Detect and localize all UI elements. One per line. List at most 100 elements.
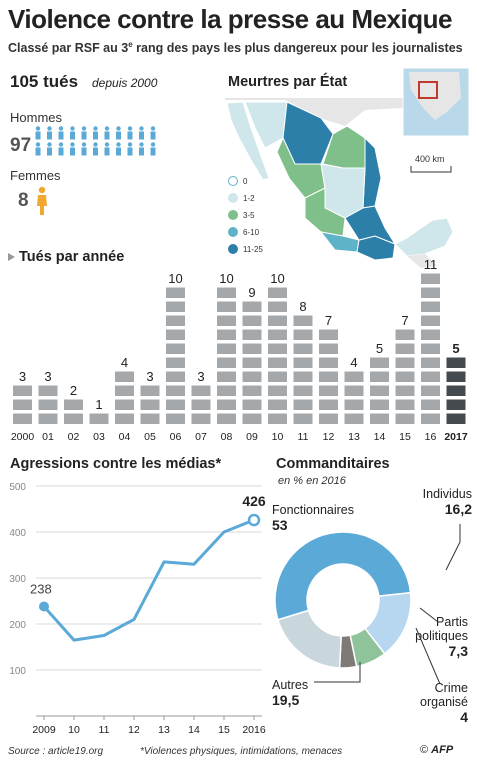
legend-label: 6-10 <box>243 227 260 237</box>
bar-value-label: 1 <box>95 397 102 412</box>
bar-value-label: 5 <box>452 341 459 356</box>
x-tick-label: 11 <box>99 724 110 736</box>
man-icon <box>93 126 98 140</box>
woman-icon <box>37 186 47 215</box>
donut-title: Commanditaires <box>276 456 390 472</box>
bar <box>64 399 83 424</box>
legend-swatch <box>228 193 238 203</box>
men-label: Hommes <box>10 110 63 125</box>
donut-slice <box>277 609 342 669</box>
bar <box>89 413 109 424</box>
bar-category-label: 09 <box>246 431 258 443</box>
man-icon <box>104 142 110 156</box>
bar-category-label: 2017 <box>444 431 468 443</box>
x-tick-label: 2009 <box>32 724 56 736</box>
donut-slice-label: Individus <box>423 487 472 501</box>
x-tick-label: 14 <box>188 724 200 736</box>
map-legend-item: 11-25 <box>228 244 263 254</box>
man-icon <box>47 126 52 140</box>
man-icon <box>81 126 87 140</box>
legend-swatch <box>228 210 238 220</box>
map-scale-label: 400 km <box>415 154 445 164</box>
line-chart-title: Agressions contre les médias* <box>10 456 222 472</box>
x-tick-label: 2016 <box>242 724 266 736</box>
donut-slice-value: 7,3 <box>449 643 469 659</box>
bar-chart-title: Tués par année <box>19 249 124 265</box>
man-icon <box>116 126 121 140</box>
man-icon <box>116 142 121 156</box>
bar <box>344 371 364 424</box>
afp-credit: © AFP <box>420 744 454 756</box>
y-tick-label: 300 <box>9 574 26 585</box>
donut-subtitle: en % en 2016 <box>278 475 346 487</box>
bar-value-label: 3 <box>19 369 26 384</box>
bar <box>395 329 415 424</box>
source-note: Source : article19.org <box>8 746 104 757</box>
last-value-label: 426 <box>242 493 266 509</box>
bar-value-label: 3 <box>197 369 204 384</box>
donut-slice-label: Autres <box>272 678 308 692</box>
bar-category-label: 13 <box>348 431 360 443</box>
legend-label: 11-25 <box>243 244 263 254</box>
bar <box>115 371 134 424</box>
bar-value-label: 7 <box>325 313 332 328</box>
man-icon <box>104 126 110 140</box>
bar-value-label: 3 <box>146 369 153 384</box>
bar <box>421 273 440 424</box>
bar-value-label: 10 <box>168 271 182 286</box>
legend-swatch <box>228 244 238 254</box>
bar-value-label: 4 <box>121 355 128 370</box>
man-icon <box>58 142 64 156</box>
donut-slice-value: 53 <box>272 517 288 533</box>
bar-category-label: 15 <box>399 431 411 443</box>
x-tick-label: 10 <box>68 724 80 736</box>
donut-slice-label: Partis politiques <box>415 615 468 643</box>
leader-line <box>419 607 439 623</box>
x-tick-label: 12 <box>128 724 140 736</box>
man-icon <box>127 142 133 156</box>
bar-category-label: 01 <box>42 431 54 443</box>
donut-slice-value: 4 <box>460 709 468 725</box>
bar-category-label: 12 <box>323 431 335 443</box>
bar-category-label: 08 <box>221 431 233 443</box>
bar-category-label: 03 <box>93 431 105 443</box>
donut-slice-value: 16,2 <box>445 501 472 517</box>
bar-category-label: 14 <box>374 431 386 443</box>
leader-line <box>445 524 461 571</box>
bar <box>370 357 389 424</box>
map-legend-item: 0 <box>228 176 247 186</box>
man-icon <box>139 126 144 140</box>
afp-logo: AFP <box>431 744 454 756</box>
man-icon <box>70 142 75 156</box>
donut-slice-label: Crime organisé <box>420 681 468 709</box>
man-icon <box>93 142 98 156</box>
man-icon <box>150 142 156 156</box>
section-arrow-icon <box>8 253 15 261</box>
bar-category-label: 2000 <box>11 431 35 443</box>
last-point <box>247 513 261 527</box>
bar-value-label: 7 <box>401 313 408 328</box>
bar <box>217 287 236 424</box>
donut-slice <box>274 531 412 621</box>
men-pictogram <box>35 126 156 156</box>
y-tick-label: 200 <box>9 620 26 631</box>
bar-value-label: 10 <box>219 271 233 286</box>
bar <box>191 385 211 424</box>
series-line <box>42 518 255 642</box>
bar <box>242 301 262 424</box>
y-tick-label: 500 <box>9 482 26 493</box>
bar <box>293 315 313 424</box>
man-icon <box>150 126 156 140</box>
bar-category-label: 05 <box>144 431 156 443</box>
bar-value-label: 11 <box>424 257 438 272</box>
legend-swatch <box>228 227 238 237</box>
bar-chart-killed-per-year: Tués par année 3 2000 3 01 2 02 1 03 4 04 3 05 10 06 3… <box>8 249 468 443</box>
first-value-label: 238 <box>30 582 52 597</box>
x-tick-label: 13 <box>158 724 170 736</box>
bar-value-label: 3 <box>44 369 51 384</box>
first-point <box>39 601 49 612</box>
bar <box>140 385 160 424</box>
legend-label: 1-2 <box>243 193 255 203</box>
bar <box>13 385 32 424</box>
